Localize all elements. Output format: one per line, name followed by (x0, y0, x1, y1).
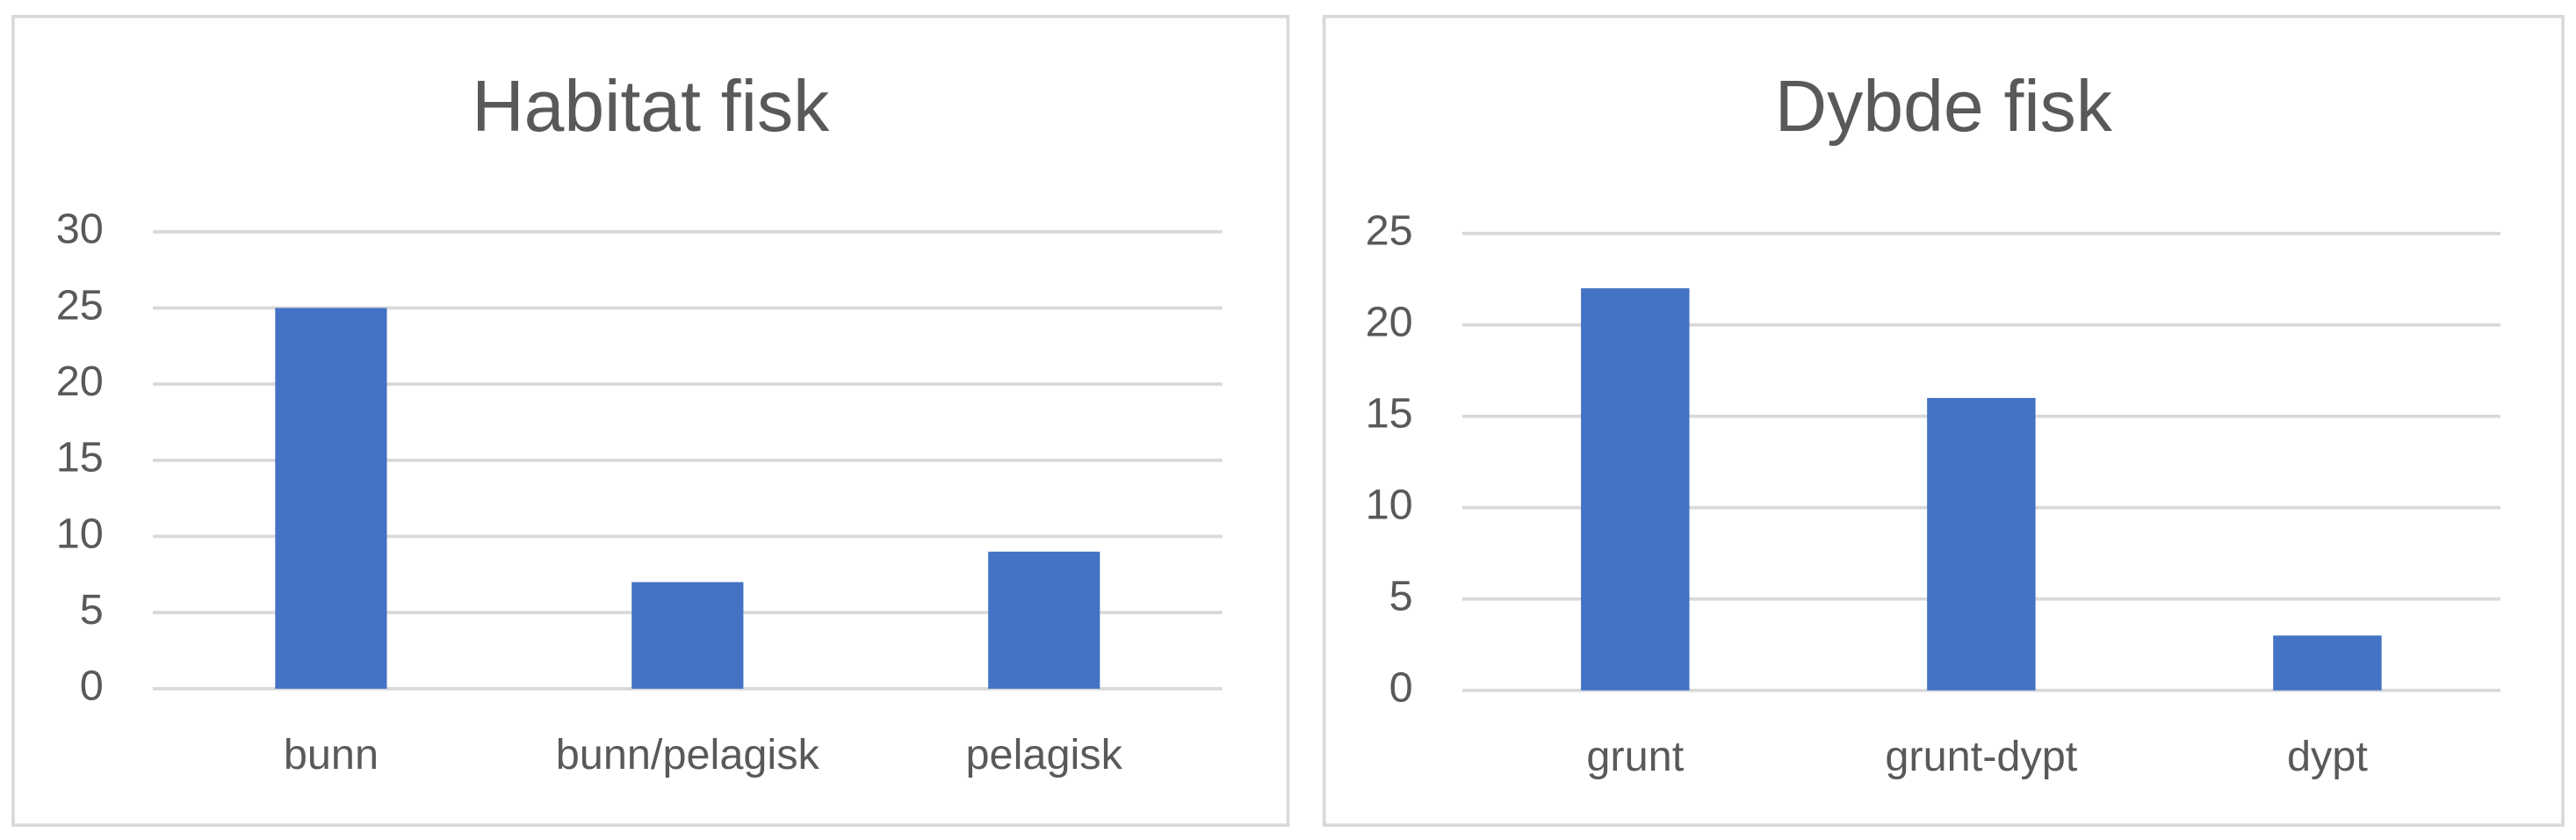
x-tick-label: bunn (284, 731, 379, 778)
y-tick-label: 30 (56, 206, 104, 253)
bar (2273, 635, 2382, 691)
y-tick-label: 10 (1366, 482, 1413, 529)
x-tick-label: grunt (1586, 733, 1684, 780)
bar (631, 582, 744, 689)
bar (275, 308, 387, 689)
chart-title: Dybde fisk (1775, 66, 2113, 147)
y-tick-label: 0 (1389, 664, 1413, 712)
y-tick-label: 5 (1389, 573, 1413, 620)
y-tick-label: 5 (80, 586, 104, 634)
x-tick-label: pelagisk (966, 731, 1123, 778)
y-tick-label: 25 (56, 281, 104, 329)
bar (988, 551, 1100, 689)
x-tick-label: grunt-dypt (1885, 733, 2077, 780)
y-tick-label: 25 (1366, 207, 1413, 255)
y-tick-label: 20 (1366, 299, 1413, 346)
x-tick-label: bunn/pelagisk (556, 731, 820, 778)
bar (1581, 288, 1690, 691)
y-tick-label: 15 (1366, 390, 1413, 438)
chart-title: Habitat fisk (472, 66, 830, 147)
y-tick-label: 0 (80, 663, 104, 710)
bar (1927, 397, 2036, 691)
y-tick-label: 10 (56, 510, 104, 557)
y-tick-label: 15 (56, 434, 104, 482)
x-tick-label: dypt (2287, 733, 2368, 780)
y-tick-label: 20 (56, 358, 104, 405)
